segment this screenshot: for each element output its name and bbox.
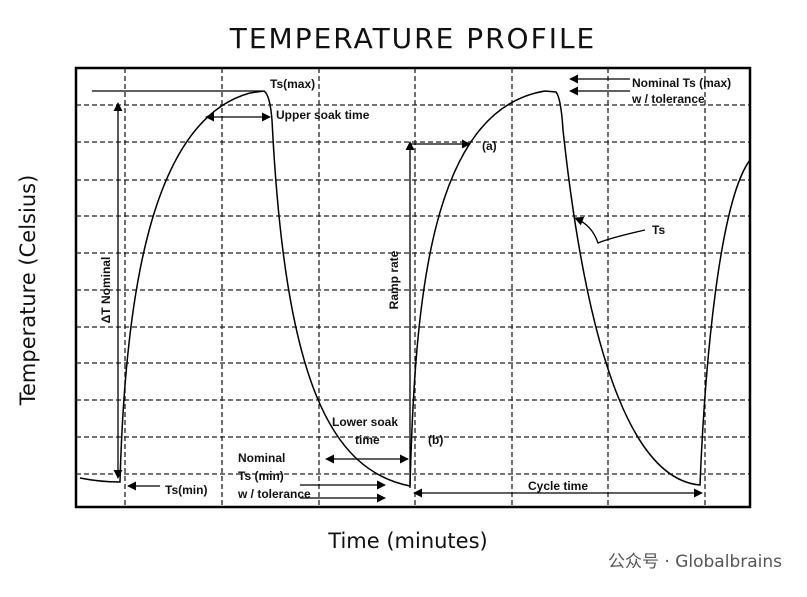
label-b: (b) xyxy=(428,433,443,447)
grid xyxy=(76,68,750,507)
nominal-min: Nominal xyxy=(238,451,285,465)
temperature-curve xyxy=(79,90,751,487)
ts: Ts xyxy=(652,223,665,237)
ramp-rate: Ramp rate xyxy=(387,250,401,309)
ts-min: Ts(min) xyxy=(165,483,207,497)
watermark: 公众号 · Globalbrains xyxy=(608,552,782,572)
nominal-max: Nominal Ts (max) xyxy=(632,76,731,90)
cycle-time: Cycle time xyxy=(528,479,588,493)
ts-max: Ts(max) xyxy=(270,77,315,91)
title: TEMPERATURE PROFILE xyxy=(229,22,597,55)
plot-frame xyxy=(74,66,752,509)
lower-soak: Lower soak xyxy=(332,415,398,429)
nominal-max: w / tolerance xyxy=(631,92,705,106)
y-axis-label: Temperature (Celsius) xyxy=(16,175,40,407)
arrows xyxy=(92,74,703,503)
nominal-min: w / tolerance xyxy=(237,487,311,501)
x-axis-label: Time (minutes) xyxy=(327,529,487,553)
label-a: (a) xyxy=(482,139,497,153)
delta-t: ΔT Nominal xyxy=(99,257,113,324)
upper-soak: Upper soak time xyxy=(276,108,370,122)
nominal-min: Ts (min) xyxy=(238,469,284,483)
lower-soak: time xyxy=(355,433,380,447)
